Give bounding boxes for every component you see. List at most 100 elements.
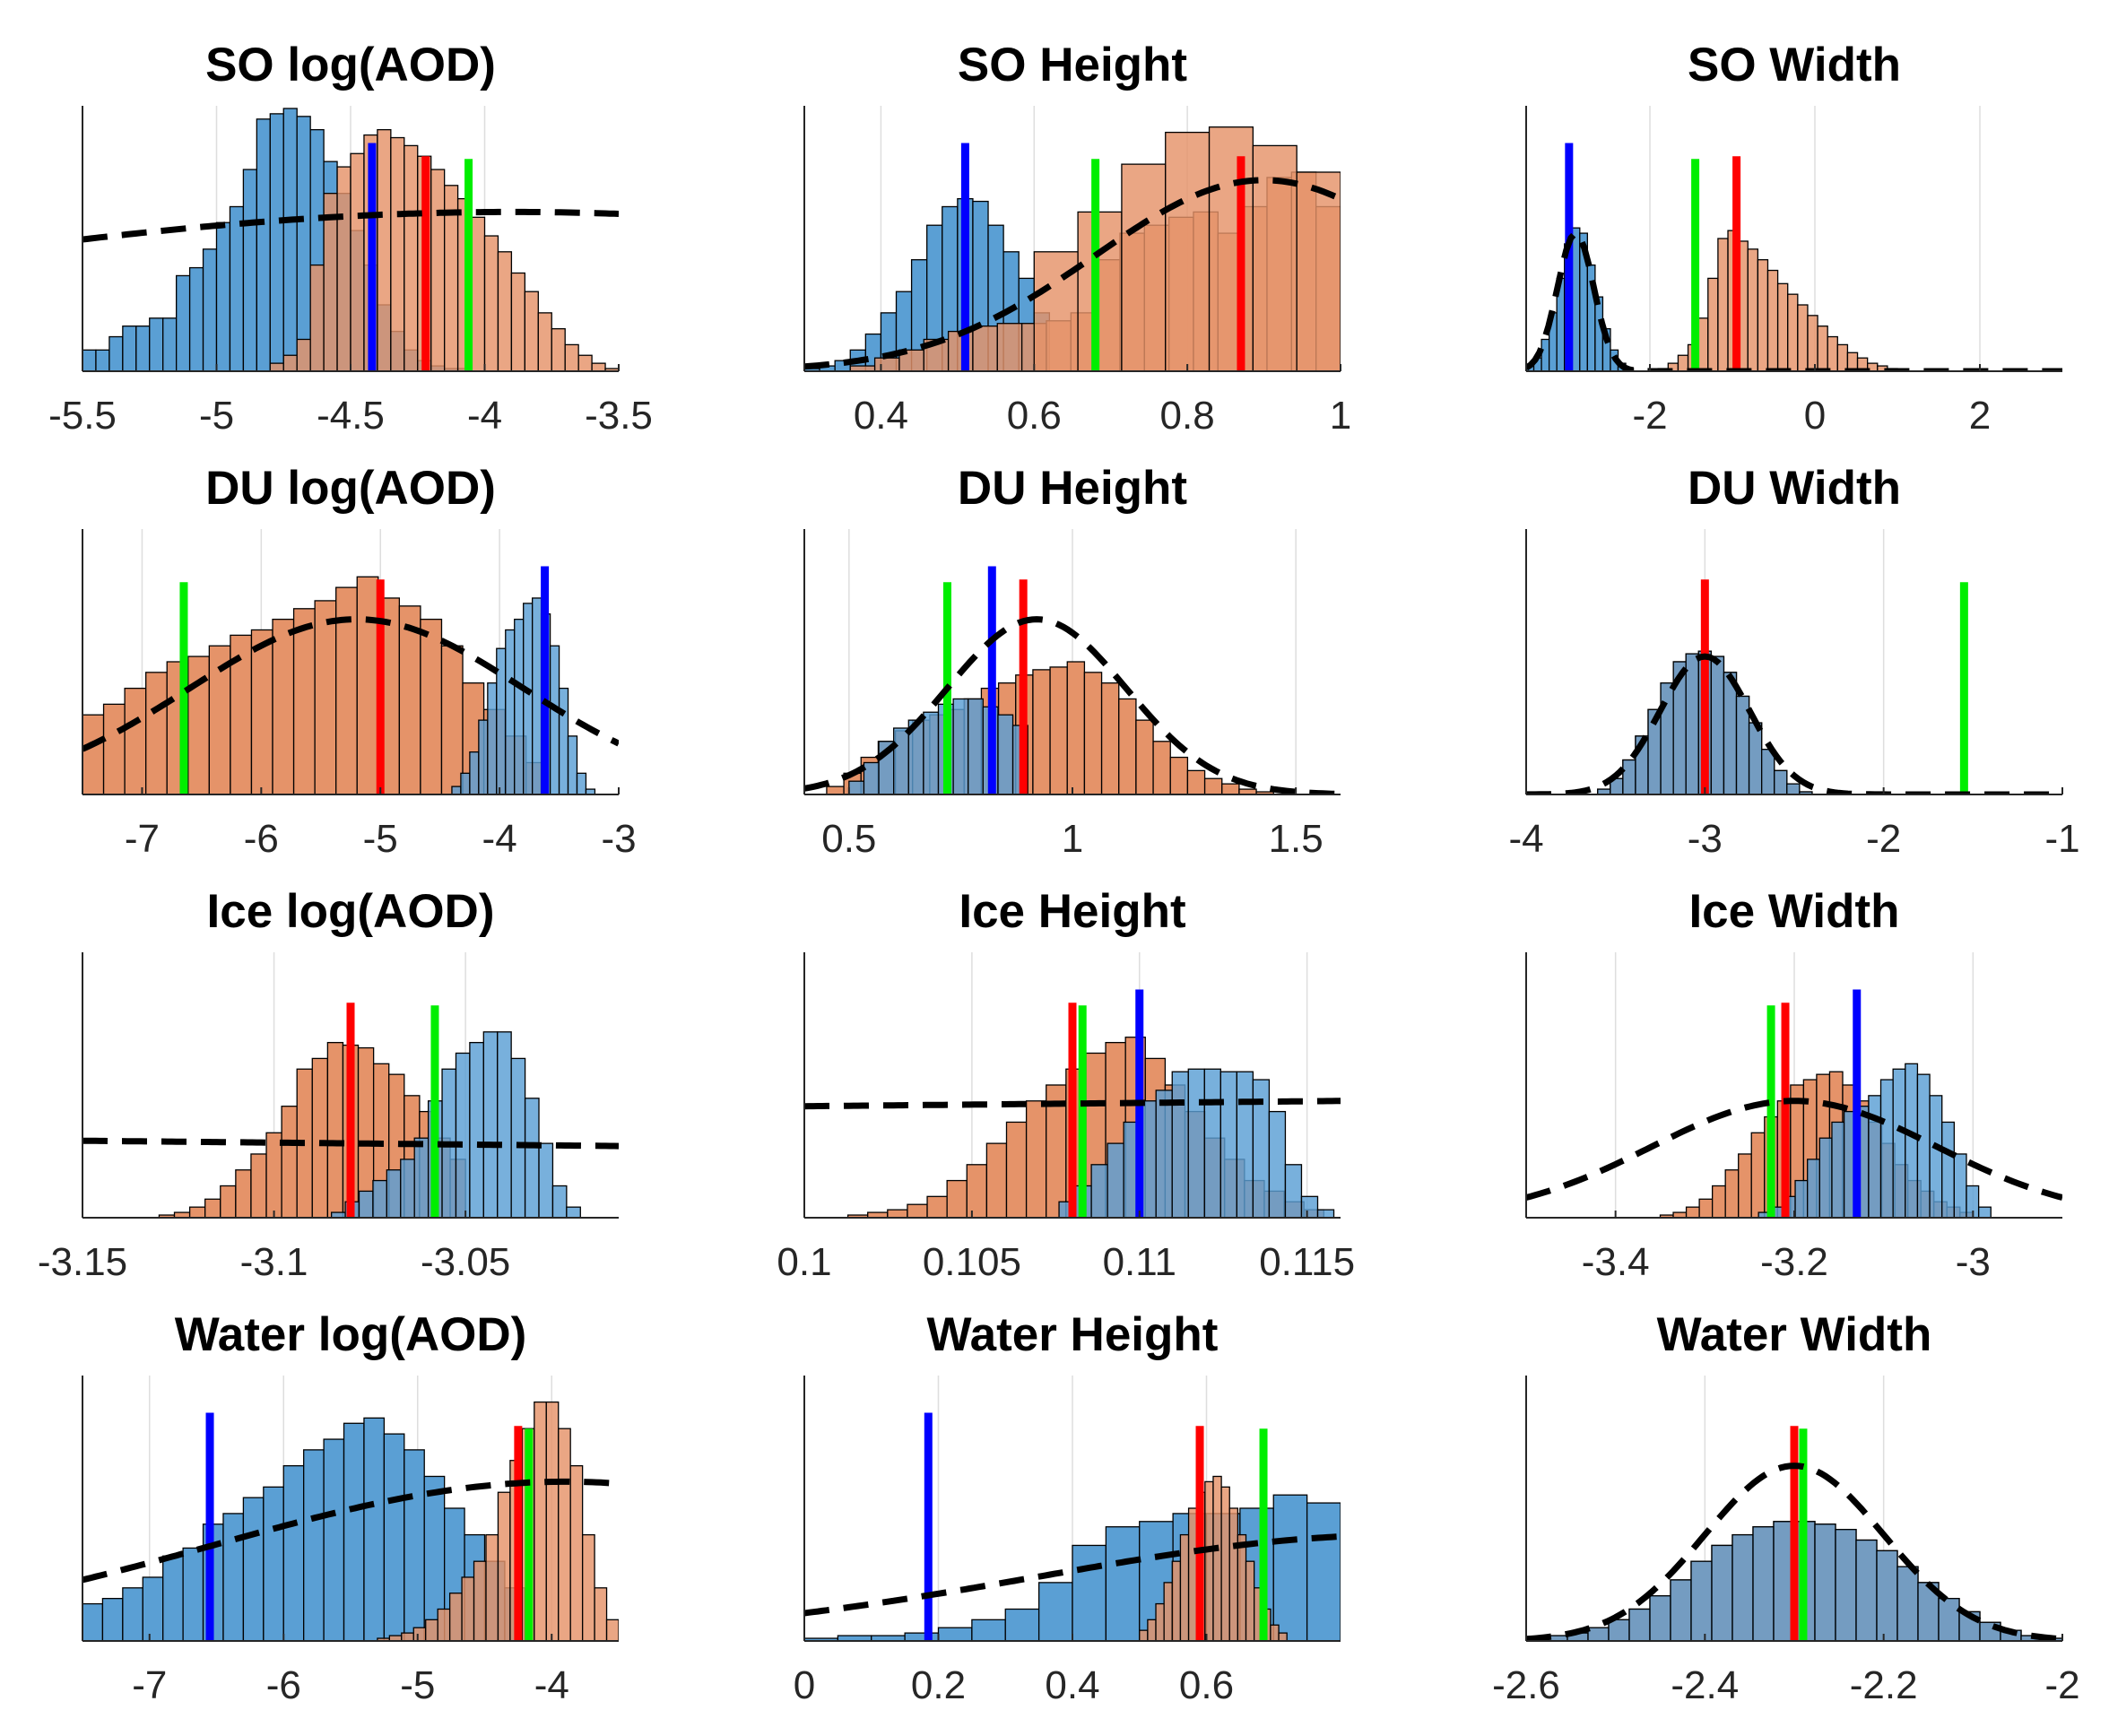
histogram-bar <box>1316 1209 1335 1218</box>
histogram-bar <box>1717 238 1729 371</box>
tick-label: 0.5 <box>821 817 876 861</box>
histogram-bar <box>524 291 539 371</box>
tick-label: 0.6 <box>1007 394 1062 438</box>
tick-label: -7 <box>132 1663 167 1707</box>
histogram-bar <box>1077 211 1123 371</box>
histogram-bar <box>1677 354 1689 371</box>
histogram-bar <box>296 338 311 371</box>
panel-1: SO Height 0.4 0.6 0.8 1 <box>803 39 1351 438</box>
tick-label: -4 <box>467 394 502 438</box>
histogram-bar <box>532 597 542 794</box>
histogram-bar <box>1776 282 1789 371</box>
histogram-bar <box>1118 698 1137 794</box>
prior-curve <box>82 616 619 752</box>
histogram-bar <box>1941 1121 1956 1218</box>
orange-histogram <box>1657 230 1898 371</box>
histogram-bar <box>1905 1063 1919 1218</box>
histogram-bar <box>1794 1179 1809 1218</box>
histogram-bar <box>202 248 218 371</box>
histogram-bar <box>848 780 865 794</box>
histogram-bar <box>1594 296 1604 371</box>
histogram-bar <box>282 354 298 371</box>
histogram-bar <box>1787 293 1799 371</box>
histogram-bar <box>272 618 295 794</box>
histogram-bar <box>1938 1597 1960 1641</box>
tick-label: 0.6 <box>1179 1663 1234 1707</box>
panel-title: Ice Width <box>1688 885 1899 938</box>
histogram-bar <box>326 1041 344 1218</box>
histogram-bar <box>473 1560 487 1641</box>
histogram-bar <box>404 144 419 371</box>
prior-curve <box>82 1137 619 1150</box>
panel-title: SO log(AOD) <box>205 39 496 91</box>
histogram-bar <box>1236 1071 1254 1218</box>
tick-label: -2 <box>2044 1663 2079 1707</box>
histogram-bar <box>1608 1619 1630 1641</box>
histogram-bar <box>108 335 124 371</box>
tick-label: 1 <box>1062 817 1083 861</box>
histogram-bar <box>1306 1502 1341 1641</box>
panel-title: DU log(AOD) <box>205 462 496 515</box>
histogram-bar <box>420 618 443 794</box>
histogram-bar <box>1690 1560 1713 1641</box>
plot-area <box>804 566 1341 794</box>
panel-title: Ice Height <box>959 885 1185 938</box>
histogram-bar <box>1169 756 1189 794</box>
tick-label: 0.2 <box>911 1663 966 1707</box>
histogram-bar <box>585 788 596 794</box>
histogram-bar <box>551 327 566 371</box>
tick-label: -6 <box>244 817 279 861</box>
histogram-bar <box>377 128 392 371</box>
histogram-bar <box>937 1627 973 1641</box>
tick-label: 0 <box>1804 394 1826 438</box>
panel-7: Ice Height 0.1 0.105 0.11 0.115 <box>777 885 1355 1284</box>
histogram-bar <box>1300 1195 1319 1218</box>
histogram-bar <box>1761 749 1775 794</box>
histogram-bar <box>303 1449 325 1641</box>
histogram-bar <box>510 1057 526 1218</box>
histogram-bar <box>926 1195 948 1218</box>
histogram-bar <box>1163 1582 1173 1641</box>
histogram-bar <box>1750 1132 1766 1218</box>
tick-label: 1 <box>1330 394 1351 438</box>
tick-label: -4 <box>1508 817 1543 861</box>
histogram-bar <box>569 1464 584 1641</box>
tick-label: 0.1 <box>777 1240 831 1284</box>
prior-curve <box>804 616 1341 794</box>
histogram-bar <box>966 1164 988 1218</box>
histogram-bar <box>1187 1507 1198 1641</box>
histogram-bar <box>487 682 498 794</box>
histogram-bar <box>971 1619 1006 1641</box>
histogram-bar <box>356 576 379 794</box>
histogram-bar <box>1827 335 1838 371</box>
blue-histogram <box>330 1031 581 1218</box>
histogram-bar <box>1710 655 1725 794</box>
histogram-bar <box>952 698 969 794</box>
prior-curve <box>82 208 619 243</box>
panel-4: DU Height 0.5 1 1.5 <box>803 462 1341 861</box>
histogram-bar <box>383 1433 405 1641</box>
histogram-bar <box>514 618 525 794</box>
histogram-bar <box>242 169 257 371</box>
histogram-bar <box>1817 326 1828 371</box>
prior-curve <box>1526 1463 2062 1641</box>
panel-6: Ice log(AOD) -3.15 -3.1 -3.05 <box>38 885 619 1284</box>
histogram-bar <box>1296 171 1341 371</box>
histogram-bar <box>1818 1137 1833 1218</box>
histogram-bar <box>567 735 578 794</box>
histogram-bar <box>985 1142 1008 1218</box>
histogram-bar <box>1836 343 1849 371</box>
plot-area <box>1526 579 2062 794</box>
histogram-bar <box>282 108 298 371</box>
histogram-bar <box>538 1142 554 1218</box>
histogram-bar <box>256 118 271 371</box>
panel-0: SO log(AOD) -5.5 -5 -4.5 -4 -3.5 <box>48 39 653 438</box>
histogram-bar <box>1220 1486 1230 1641</box>
histogram-bar <box>537 312 552 371</box>
histogram-bar <box>478 719 489 794</box>
tick-label: 2 <box>1969 394 1991 438</box>
histogram-bar <box>451 786 462 794</box>
histogram-bar <box>523 603 534 794</box>
histogram-bar <box>1649 1595 1671 1641</box>
histogram-bar <box>996 323 1023 371</box>
